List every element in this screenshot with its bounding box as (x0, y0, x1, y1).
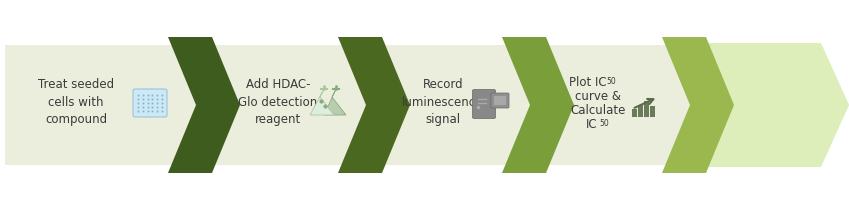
Text: IC: IC (586, 119, 598, 131)
Polygon shape (662, 37, 734, 173)
Polygon shape (168, 37, 240, 173)
FancyBboxPatch shape (133, 89, 167, 117)
Text: 50: 50 (599, 119, 609, 127)
Polygon shape (502, 37, 574, 173)
Polygon shape (324, 89, 346, 115)
Bar (644, 101, 649, 117)
Bar (650, 106, 655, 117)
Polygon shape (692, 43, 849, 167)
Text: Plot IC: Plot IC (569, 76, 607, 89)
Bar (632, 109, 637, 117)
Text: curve &: curve & (575, 90, 621, 103)
Polygon shape (338, 37, 410, 173)
Polygon shape (5, 45, 849, 165)
FancyBboxPatch shape (473, 89, 496, 119)
Text: Calculate: Calculate (571, 104, 626, 117)
Text: Add HDAC-
Glo detection
reagent: Add HDAC- Glo detection reagent (239, 78, 318, 126)
Bar (638, 105, 643, 117)
Text: Treat seeded
cells with
compound: Treat seeded cells with compound (38, 78, 114, 126)
FancyBboxPatch shape (491, 93, 509, 108)
Text: 50: 50 (606, 76, 616, 85)
Polygon shape (310, 89, 334, 115)
Text: Record
luminescence
signal: Record luminescence signal (402, 78, 484, 126)
Bar (494, 96, 506, 105)
